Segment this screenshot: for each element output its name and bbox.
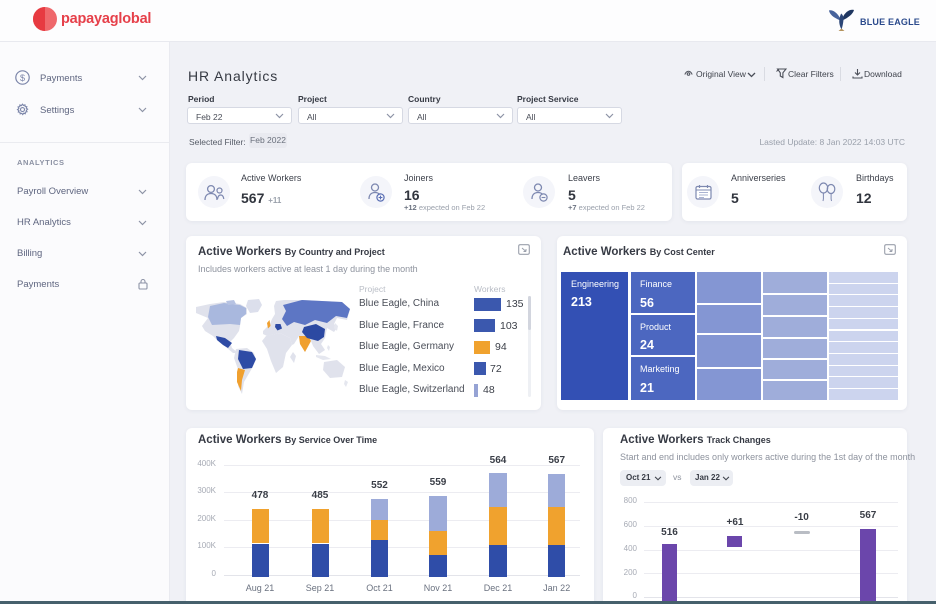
svg-text:$: $	[20, 73, 25, 83]
